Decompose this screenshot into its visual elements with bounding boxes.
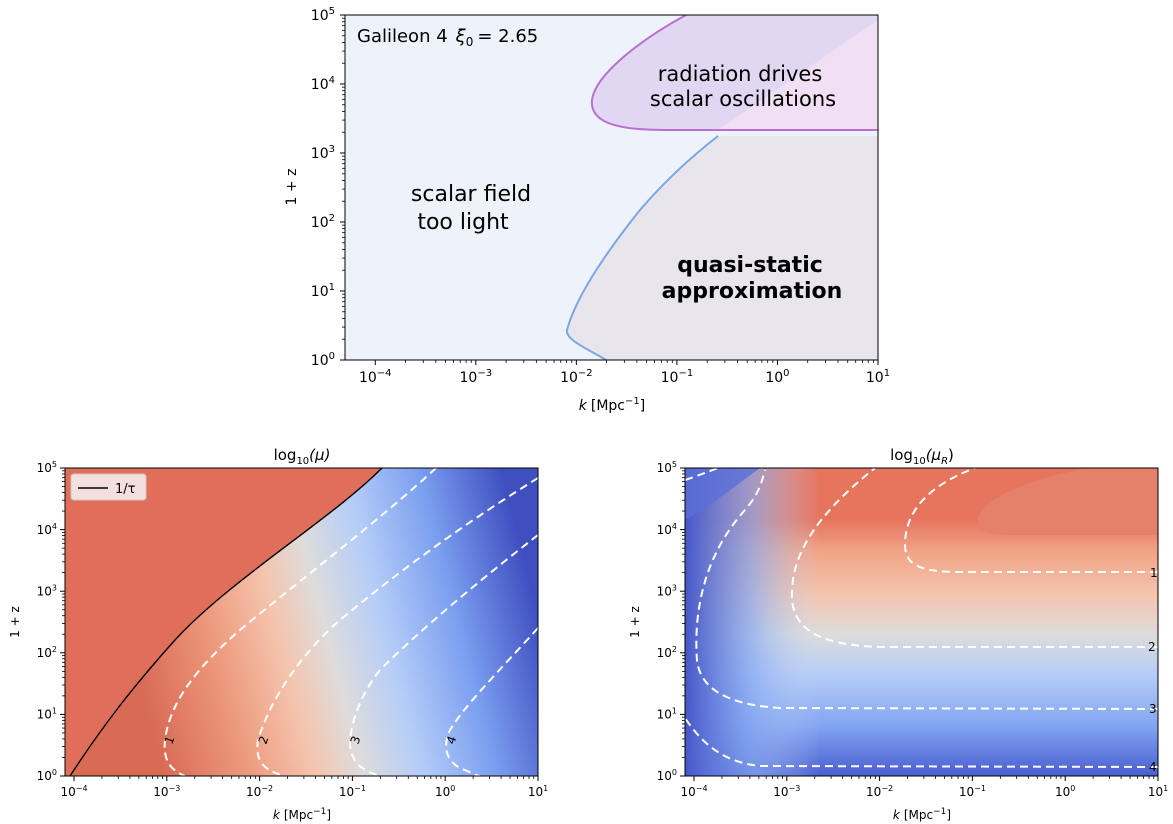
y-tick-label: 104 <box>311 75 335 93</box>
muR-contour-label-3: 3 <box>1149 702 1157 716</box>
muR-contour-3 <box>695 469 1158 710</box>
y-tick-label: 102 <box>37 645 57 660</box>
mu-contour-1 <box>163 468 437 776</box>
mu-contour-label-3: 3 <box>348 734 364 746</box>
mu-legend: 1/τ <box>70 473 147 501</box>
blue-boundary-curve <box>566 135 719 360</box>
top-panel: Galileon 4 ξ0 = 2.65 radiation drives scal… <box>284 6 890 414</box>
y-tick-label: 101 <box>37 707 57 722</box>
x-tick-label: 10−1 <box>339 784 366 799</box>
muR-contour-4 <box>685 717 1158 768</box>
y-tick-label: 100 <box>37 768 57 783</box>
model-annotation: Galileon 4 ξ0 = 2.65 <box>357 26 538 49</box>
x-tick-label: 101 <box>1148 784 1168 799</box>
x-tick-label: 10−1 <box>661 368 694 386</box>
br-x-ticks: 10−4 10−3 10−2 10−1 100 101 <box>680 776 1168 799</box>
bl-y-axis-label: 1 + z <box>8 606 22 638</box>
x-tick-label: 101 <box>866 368 890 386</box>
top-y-ticks: 100 101 102 103 104 105 <box>311 6 345 369</box>
y-tick-label: 105 <box>657 460 677 475</box>
mu-saturated-region <box>65 468 382 776</box>
y-tick-label: 103 <box>657 583 677 598</box>
bl-x-axis-label: k [Mpc−1] <box>273 807 331 822</box>
blue-region-label-line1: scalar field <box>411 182 531 207</box>
mu-contour-label-2: 2 <box>256 734 272 746</box>
x-tick-label: 100 <box>1055 784 1075 799</box>
mu-contour-label-1: 1 <box>162 734 178 746</box>
muR-peak-region <box>977 468 1158 535</box>
blue-region-label-line2: too light <box>417 210 509 235</box>
br-y-axis-label: 1 + z <box>628 606 642 638</box>
mu-legend-label: 1/τ <box>115 482 136 497</box>
y-tick-label: 105 <box>311 6 335 24</box>
x-tick-label: 10−2 <box>560 368 593 386</box>
bl-y-ticks: 100 101 102 103 104 105 <box>37 460 65 783</box>
x-tick-label: 10−3 <box>460 368 493 386</box>
x-tick-label: 10−4 <box>359 368 392 386</box>
x-tick-label: 10−2 <box>866 784 893 799</box>
top-y-axis-label: 1 + z <box>284 169 300 206</box>
purple-region-label-line2: scalar oscillations <box>650 87 836 111</box>
pink-region <box>718 20 878 130</box>
y-tick-label: 100 <box>657 768 677 783</box>
muR-contour-top-left <box>685 468 719 481</box>
mu-title: log10(μ) <box>274 446 331 467</box>
muR-contour-label-2: 2 <box>1148 640 1156 654</box>
y-tick-label: 102 <box>657 645 677 660</box>
gray-region <box>566 136 878 360</box>
y-tick-label: 104 <box>657 522 677 537</box>
muR-top-left-corner <box>685 468 760 520</box>
y-tick-label: 100 <box>311 351 335 369</box>
bl-x-ticks: 10−4 10−3 10−2 10−1 100 101 <box>60 776 548 799</box>
muR-contour-2 <box>790 468 1158 648</box>
mu-contour-4 <box>445 627 538 776</box>
x-tick-label: 10−3 <box>153 784 180 799</box>
y-tick-label: 105 <box>37 460 57 475</box>
y-tick-label: 104 <box>37 522 57 537</box>
bottom-right-panel: 1 2 3 4 log10(μR) 10−4 10−3 10−2 10−1 100 101… <box>628 446 1168 822</box>
br-y-ticks: 100 101 102 103 104 105 <box>657 460 685 783</box>
x-tick-label: 10−4 <box>60 784 87 799</box>
x-tick-label: 100 <box>765 368 789 386</box>
muR-contour-label-4: 4 <box>1149 760 1157 774</box>
muR-contour-label-1: 1 <box>1150 566 1158 580</box>
purple-region-label-line1: radiation drives <box>658 62 823 86</box>
bottom-left-panel: 1 2 3 4 1/τ log10(μ) 10−4 10−3 10−2 10−1 100… <box>8 446 548 822</box>
x-tick-label: 100 <box>435 784 455 799</box>
gray-region-label-line2: approximation <box>662 279 843 304</box>
y-tick-label: 101 <box>311 282 335 300</box>
y-tick-label: 101 <box>657 707 677 722</box>
muR-contour-1 <box>903 468 1158 573</box>
br-x-axis-label: k [Mpc−1] <box>893 807 951 822</box>
mu-contour-2 <box>256 477 538 776</box>
one-over-tau-line <box>69 468 383 776</box>
mu-contour-3 <box>348 534 538 776</box>
y-tick-label: 103 <box>311 144 335 162</box>
x-tick-label: 10−4 <box>680 784 707 799</box>
x-tick-label: 10−1 <box>959 784 986 799</box>
muR-title: log10(μR) <box>890 446 954 467</box>
x-tick-label: 10−2 <box>246 784 273 799</box>
gray-region-label-line1: quasi-static <box>677 253 823 278</box>
top-x-ticks: 10−4 10−3 10−2 10−1 100 101 <box>359 360 890 386</box>
purple-boundary-curve <box>590 15 878 131</box>
y-tick-label: 102 <box>311 213 335 231</box>
top-x-axis-label: k [Mpc−1] <box>579 396 645 414</box>
y-tick-label: 103 <box>37 583 57 598</box>
mu-contour-label-4: 4 <box>444 734 460 746</box>
x-tick-label: 10−3 <box>773 784 800 799</box>
x-tick-label: 101 <box>528 784 548 799</box>
